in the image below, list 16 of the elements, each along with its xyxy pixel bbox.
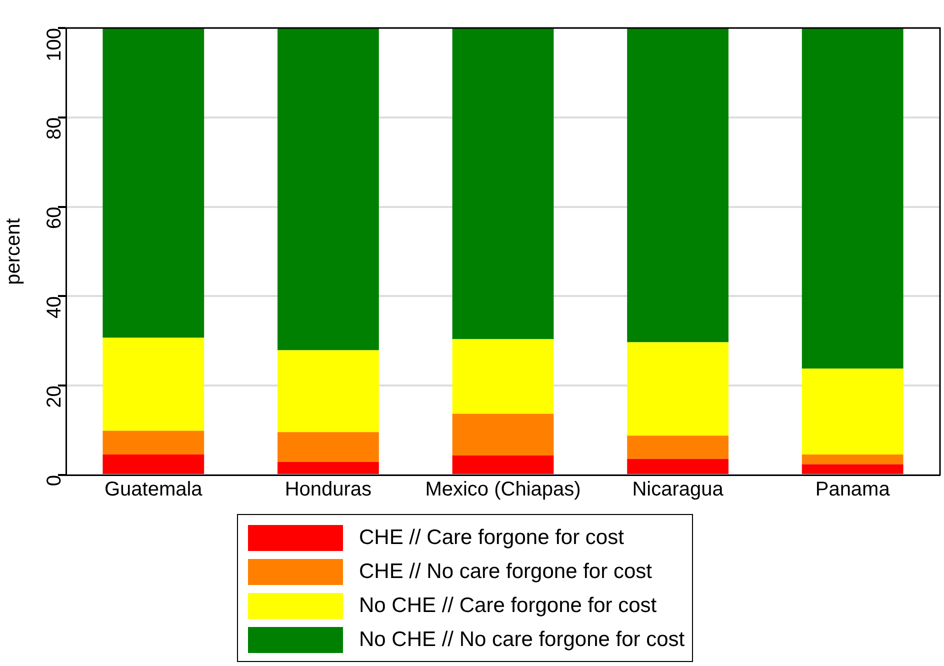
y-tick-label: 20 [44, 386, 66, 408]
x-tick-label: Panama [815, 478, 891, 501]
x-tick-label: Honduras [284, 478, 372, 501]
y-tick-label: 40 [44, 296, 66, 318]
x-tick-label: Nicaragua [632, 478, 724, 501]
y-axis-title: percent [2, 218, 25, 285]
y-tick-label: 0 [44, 475, 66, 486]
legend-label: CHE // Care forgone for cost [359, 526, 624, 550]
y-tick-label: 100 [44, 28, 66, 62]
y-tick-label: 80 [44, 117, 66, 140]
y-tick-label: 60 [44, 206, 66, 230]
legend-label: CHE // No care forgone for cost [359, 560, 652, 584]
x-tick-label: Mexico (Chiapas) [425, 478, 581, 501]
x-tick-label: Guatemala [104, 478, 204, 501]
legend-label: No CHE // Care forgone for cost [359, 594, 657, 618]
legend-label: No CHE // No care forgone for cost [359, 628, 685, 652]
